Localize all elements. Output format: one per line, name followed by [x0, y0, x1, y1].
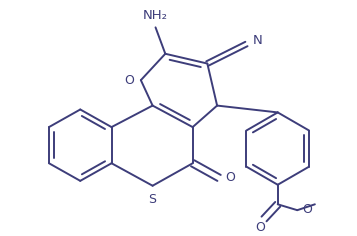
Text: O: O [302, 203, 312, 216]
Text: N: N [252, 34, 262, 46]
Text: NH₂: NH₂ [143, 9, 168, 22]
Text: O: O [124, 74, 134, 87]
Text: O: O [225, 171, 235, 184]
Text: S: S [149, 193, 157, 206]
Text: O: O [255, 221, 265, 234]
